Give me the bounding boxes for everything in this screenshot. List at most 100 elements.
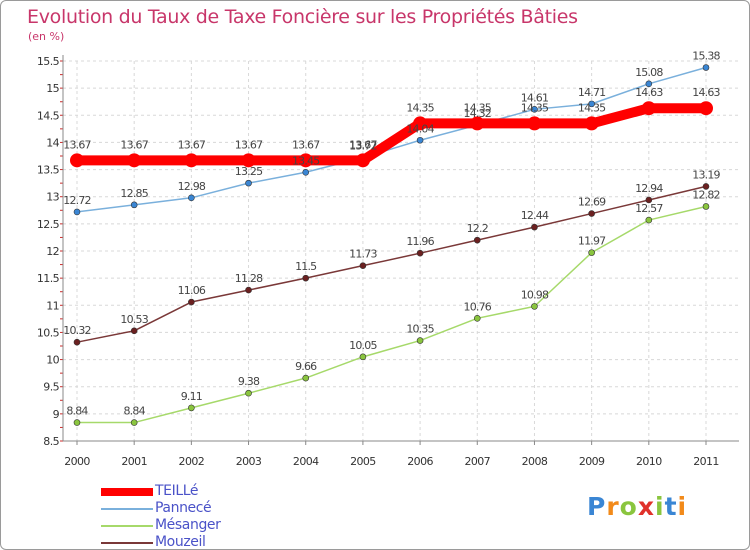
- data-point: [473, 315, 481, 322]
- y-tick-label: 9.5: [43, 381, 59, 394]
- data-point: [73, 338, 81, 346]
- x-tick-label: 2009: [579, 455, 605, 468]
- data-label: 12.69: [578, 196, 606, 209]
- data-label: 14.63: [692, 86, 720, 99]
- series-line-0: [77, 103, 706, 166]
- y-tick-label: 9: [53, 408, 60, 421]
- legend-label-mouzeil: Mouzeil: [155, 534, 206, 550]
- series-line-1: [76, 66, 707, 213]
- grid-lines: [63, 60, 739, 442]
- x-tick-label: 2005: [350, 455, 376, 468]
- data-label: 15.38: [692, 50, 720, 63]
- data-label: 11.28: [235, 272, 263, 285]
- data-label: 8.84: [66, 405, 88, 418]
- data-label: 13.67: [292, 138, 320, 151]
- y-tick-label: 11.5: [37, 272, 60, 285]
- data-labels: 12.72 12.85 12.98 13.25 13.45 13.72 14.04 14.32…: [63, 50, 721, 418]
- legend-swatch-mouzeil: [101, 542, 153, 544]
- data-label: 12.94: [635, 182, 663, 195]
- data-point: [588, 249, 595, 256]
- data-label: 13.25: [235, 165, 263, 178]
- data-label: 13.45: [292, 154, 320, 167]
- data-point: [130, 201, 138, 209]
- x-tick-label: 2010: [636, 455, 662, 468]
- tick-labels: 8.5 9 9.5 10 10.5 11 11.5 12 12.5 13 13.5 14 14.5 15 1…: [37, 55, 719, 468]
- logo-letter: x: [637, 492, 655, 521]
- data-label: 12.57: [635, 202, 663, 215]
- y-tick-label: 8.5: [43, 435, 59, 448]
- data-label: 11.5: [295, 260, 317, 273]
- data-point: [645, 80, 653, 88]
- legend-swatch-teille: [101, 488, 153, 496]
- data-point: [531, 303, 538, 310]
- data-point: [355, 153, 370, 168]
- data-label: 15.08: [635, 66, 663, 79]
- series-line-3: [76, 185, 707, 343]
- y-tick-label: 14.5: [37, 109, 60, 122]
- legend-label-mesanger: Mésanger: [155, 517, 221, 533]
- data-point: [245, 286, 252, 294]
- data-label: 13.67: [178, 138, 206, 151]
- data-label: 14.63: [635, 86, 663, 99]
- unit-label: (en %): [28, 30, 65, 43]
- data-point: [470, 116, 485, 131]
- x-tick-label: 2007: [464, 455, 490, 468]
- data-point: [130, 327, 138, 335]
- x-tick-label: 2002: [179, 455, 205, 468]
- data-label: 8.84: [124, 405, 146, 418]
- data-label: 10.05: [349, 339, 377, 352]
- data-point: [531, 223, 538, 231]
- y-tick-label: 15.5: [37, 55, 60, 68]
- data-point: [645, 216, 653, 224]
- data-label: 12.44: [521, 209, 549, 222]
- data-label: 11.97: [578, 235, 606, 248]
- chart-title: Evolution du Taux de Taxe Foncière sur l…: [27, 6, 578, 28]
- data-point: [699, 101, 713, 116]
- data-point: [245, 179, 252, 187]
- data-label: 14.35: [406, 101, 434, 114]
- data-point: [188, 404, 195, 412]
- y-tick-label: 14: [46, 136, 59, 149]
- data-label: 12.82: [692, 188, 720, 201]
- data-label: 9.11: [181, 390, 202, 403]
- data-point: [645, 196, 653, 204]
- data-label: 13.19: [692, 168, 720, 181]
- legend-label-pannece: Pannecé: [155, 500, 212, 516]
- data-label: 12.98: [178, 180, 206, 193]
- data-point: [127, 153, 142, 168]
- data-label: 14.71: [578, 86, 606, 99]
- data-point: [130, 419, 138, 426]
- data-label: 13.67: [63, 138, 91, 151]
- data-point: [188, 194, 195, 202]
- data-label: 14.32: [464, 107, 492, 120]
- data-point: [241, 153, 256, 168]
- logo-letter: i: [677, 492, 688, 521]
- data-point: [184, 153, 199, 168]
- logo-letter: P: [587, 492, 607, 521]
- data-point: [702, 64, 710, 71]
- data-point: [245, 389, 252, 397]
- data-point: [359, 353, 367, 361]
- series-line-2: [77, 205, 707, 424]
- logo-letter: i: [655, 492, 665, 521]
- data-label: 12.85: [120, 187, 148, 200]
- data-point: [473, 236, 481, 244]
- data-label: 10.35: [406, 323, 434, 336]
- data-point: [702, 203, 710, 210]
- data-label: 10.53: [120, 313, 148, 326]
- data-label: 14.35: [521, 101, 549, 114]
- data-label: 14.61: [521, 91, 549, 104]
- data-label: 12.2: [467, 222, 488, 235]
- x-tick-label: 2004: [293, 455, 319, 468]
- data-label: 13.67: [235, 138, 263, 151]
- y-tick-label: 12.5: [37, 218, 60, 231]
- data-point: [588, 100, 595, 108]
- y-tick-label: 11: [46, 299, 59, 312]
- data-label: 13.67: [349, 138, 377, 151]
- data-point: [302, 168, 310, 176]
- data-point: [359, 262, 367, 269]
- y-tick-label: 10.5: [37, 326, 60, 339]
- data-label: 13.72: [349, 140, 377, 153]
